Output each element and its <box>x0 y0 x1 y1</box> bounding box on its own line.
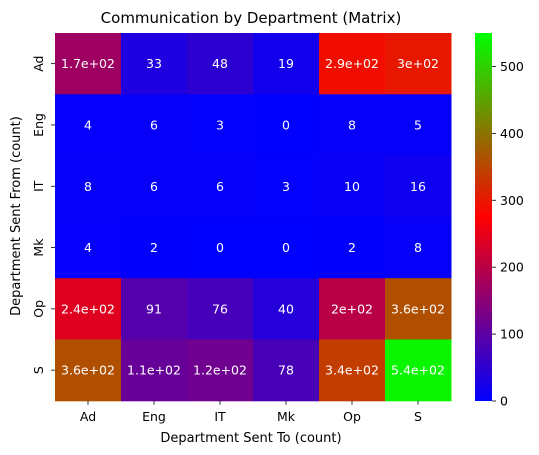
heatmap-cell <box>319 94 386 157</box>
x-tick-label: S <box>414 409 422 424</box>
heatmap-cell <box>121 339 188 402</box>
colorbar-tick-label: 500 <box>500 59 524 74</box>
heatmap-cell <box>55 216 122 279</box>
heatmap-cell <box>253 33 320 95</box>
cell-value-label: 3 <box>282 179 290 194</box>
colorbar <box>475 33 492 401</box>
x-tick-label: Eng <box>142 409 166 424</box>
heatmap-cell <box>253 216 320 279</box>
colorbar-tick-label: 100 <box>500 327 524 342</box>
heatmap-cell <box>385 33 452 95</box>
heatmap-cell <box>187 155 254 218</box>
heatmap-cell <box>319 339 386 402</box>
heatmap-cell <box>121 33 188 95</box>
x-tick-label: IT <box>214 409 226 424</box>
cell-value-label: 4 <box>84 117 92 132</box>
heatmap-cell <box>187 278 254 340</box>
cell-value-label: 48 <box>212 56 228 71</box>
heatmap-cell <box>385 278 452 340</box>
y-tick-label: IT <box>31 180 46 192</box>
cell-value-label: 2.4e+02 <box>61 301 115 316</box>
heatmap-cell <box>319 278 386 340</box>
colorbar-tick-label: 400 <box>500 126 524 141</box>
cell-value-label: 19 <box>278 56 294 71</box>
cell-value-label: 3.6e+02 <box>391 301 445 316</box>
x-tick-label: Ad <box>80 409 96 424</box>
cell-value-label: 0 <box>216 240 224 255</box>
y-tick-label: Op <box>31 300 46 318</box>
heatmap-cell <box>385 155 452 218</box>
chart-title: Communication by Department (Matrix) <box>101 9 402 27</box>
y-axis-label: Department Sent From (count) <box>9 116 24 316</box>
cell-value-label: 1.1e+02 <box>127 363 181 378</box>
colorbar-tick-label: 200 <box>500 260 524 275</box>
cell-value-label: 3e+02 <box>397 56 439 71</box>
heatmap-cell <box>385 339 452 402</box>
x-axis-ticks: Ad Eng IT Mk Op S <box>80 400 422 424</box>
heatmap-cell <box>187 94 254 157</box>
heatmap-cell <box>253 278 320 340</box>
y-axis-ticks: Ad Eng IT Mk Op S <box>31 56 55 374</box>
heatmap-cell <box>121 155 188 218</box>
heatmap-cell <box>121 216 188 279</box>
heatmap-cell <box>253 94 320 157</box>
cell-value-label: 1.7e+02 <box>61 56 115 71</box>
heatmap-cell <box>385 216 452 279</box>
cell-value-label: 2 <box>150 240 158 255</box>
cell-value-label: 5.4e+02 <box>391 363 445 378</box>
heatmap-cell <box>55 33 122 95</box>
heatmap-cell <box>385 94 452 157</box>
y-tick-label: Ad <box>31 56 46 72</box>
cell-value-label: 8 <box>414 240 422 255</box>
x-tick-label: Op <box>343 409 361 424</box>
colorbar-tick-label: 0 <box>500 394 508 409</box>
heatmap-cell <box>187 33 254 95</box>
heatmap-cell <box>55 155 122 218</box>
heatmap-cell <box>55 94 122 157</box>
heatmap-cell <box>319 33 386 95</box>
cell-value-label: 0 <box>282 240 290 255</box>
cell-value-label: 0 <box>282 117 290 132</box>
heatmap-cell <box>121 94 188 157</box>
heatmap-cell <box>55 278 122 340</box>
heatmap-cells: 1.7e+02 33 48 19 2.9e+02 3e+024 6 3 0 8 58 6 6 3 10 164… <box>55 33 452 402</box>
y-tick-label: Mk <box>31 238 46 257</box>
heatmap-cell <box>319 216 386 279</box>
cell-value-label: 5 <box>414 117 422 132</box>
cell-value-label: 40 <box>278 301 294 316</box>
y-tick-label: Eng <box>31 113 46 137</box>
cell-value-label: 1.2e+02 <box>193 363 247 378</box>
cell-value-label: 91 <box>146 301 162 316</box>
heatmap-cell <box>253 339 320 402</box>
cell-value-label: 8 <box>84 179 92 194</box>
cell-value-label: 3.4e+02 <box>325 363 379 378</box>
cell-value-label: 6 <box>150 117 158 132</box>
cell-value-label: 8 <box>348 117 356 132</box>
cell-value-label: 2e+02 <box>331 301 373 316</box>
heatmap-cell <box>253 155 320 218</box>
cell-value-label: 16 <box>410 179 426 194</box>
cell-value-label: 3.6e+02 <box>61 363 115 378</box>
cell-value-label: 3 <box>216 117 224 132</box>
heatmap-cell <box>187 216 254 279</box>
heatmap-cell <box>187 339 254 402</box>
heatmap-cell <box>319 155 386 218</box>
cell-value-label: 4 <box>84 240 92 255</box>
cell-value-label: 76 <box>212 301 228 316</box>
colorbar-ticks: 0 100 200 300 400 500 <box>492 59 524 409</box>
cell-value-label: 6 <box>216 179 224 194</box>
heatmap-cell <box>55 339 122 402</box>
cell-value-label: 2 <box>348 240 356 255</box>
heatmap-cell <box>121 278 188 340</box>
cell-value-label: 78 <box>278 363 294 378</box>
cell-value-label: 2.9e+02 <box>325 56 379 71</box>
colorbar-tick-label: 300 <box>500 193 524 208</box>
cell-value-label: 33 <box>146 56 162 71</box>
x-axis-label: Department Sent To (count) <box>160 431 341 446</box>
cell-value-label: 10 <box>344 179 360 194</box>
cell-value-label: 6 <box>150 179 158 194</box>
y-tick-label: S <box>31 366 46 374</box>
x-tick-label: Mk <box>277 409 296 424</box>
